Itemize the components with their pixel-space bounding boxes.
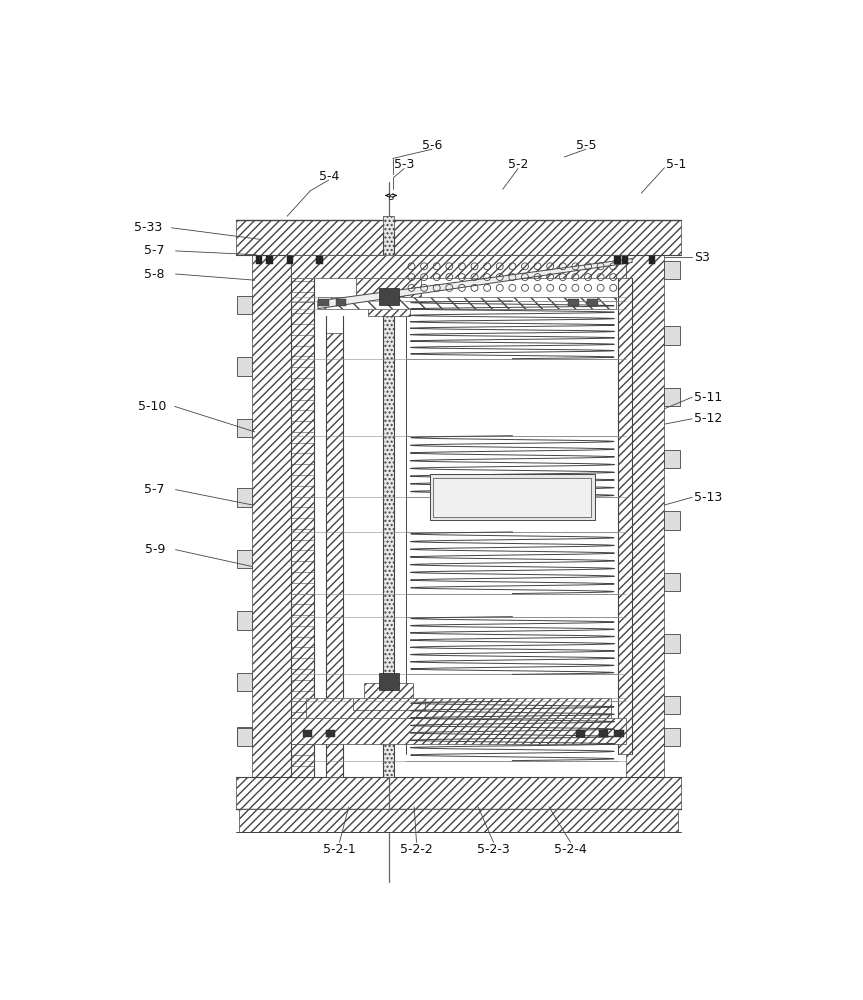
Bar — [239, 809, 677, 832]
Text: 5-2-1: 5-2-1 — [323, 843, 356, 856]
Text: 5-33: 5-33 — [135, 221, 162, 234]
Bar — [237, 611, 253, 630]
Bar — [599, 730, 608, 737]
Bar — [665, 450, 680, 468]
Bar — [368, 297, 410, 316]
Text: S3: S3 — [694, 251, 709, 264]
Bar — [649, 256, 655, 264]
Bar — [626, 220, 665, 809]
Bar — [237, 419, 253, 437]
Text: 5-6: 5-6 — [422, 139, 442, 152]
Text: 5-7: 5-7 — [144, 244, 165, 257]
Bar — [433, 478, 591, 517]
Bar — [237, 488, 253, 507]
Bar — [325, 730, 335, 737]
Bar — [267, 256, 273, 264]
Bar — [318, 299, 329, 306]
Text: 5-3: 5-3 — [394, 158, 414, 171]
Text: 5-2-3: 5-2-3 — [477, 843, 510, 856]
Bar — [237, 550, 253, 568]
Bar — [256, 256, 262, 264]
Bar — [614, 730, 624, 737]
Text: 5-9: 5-9 — [144, 543, 165, 556]
Bar — [622, 256, 628, 264]
Bar — [618, 278, 632, 754]
Bar — [665, 261, 680, 279]
Bar — [568, 299, 579, 306]
Bar — [353, 698, 425, 710]
Bar — [318, 297, 616, 309]
Text: 5-5: 5-5 — [576, 139, 596, 152]
Bar — [303, 730, 312, 737]
Bar — [588, 299, 598, 306]
Text: 5-12: 5-12 — [694, 412, 722, 425]
Text: 5-8: 5-8 — [144, 267, 165, 280]
Bar — [665, 326, 680, 345]
Bar — [325, 333, 343, 777]
Bar — [237, 727, 253, 745]
Bar — [665, 388, 680, 406]
Bar — [379, 673, 399, 690]
Bar — [356, 278, 421, 297]
Text: 5-2-4: 5-2-4 — [554, 843, 587, 856]
Text: 5-2: 5-2 — [508, 158, 528, 171]
Bar — [237, 728, 253, 746]
Bar — [379, 288, 399, 305]
Bar — [236, 220, 682, 255]
Bar — [291, 718, 626, 744]
Bar — [236, 777, 682, 809]
Bar — [291, 255, 626, 278]
Text: 5-10: 5-10 — [138, 400, 167, 413]
Text: 5-13: 5-13 — [694, 491, 722, 504]
Bar — [317, 256, 323, 264]
Bar — [287, 256, 293, 264]
Text: 5-11: 5-11 — [694, 391, 722, 404]
Bar — [237, 296, 253, 314]
Bar — [237, 673, 253, 691]
Bar — [430, 474, 595, 520]
Bar — [665, 696, 680, 714]
Bar — [665, 511, 680, 530]
Text: 5-2-2: 5-2-2 — [400, 843, 433, 856]
Bar — [383, 216, 394, 777]
Text: 5-7: 5-7 — [144, 483, 165, 496]
Text: 5-4: 5-4 — [318, 170, 339, 183]
Bar — [576, 730, 585, 737]
Bar — [665, 573, 680, 591]
Bar — [253, 220, 291, 809]
Text: s: s — [388, 192, 394, 202]
Bar — [614, 256, 620, 264]
Bar — [665, 634, 680, 653]
Bar — [364, 683, 413, 698]
Bar — [336, 299, 346, 306]
Polygon shape — [318, 259, 632, 309]
Bar — [291, 255, 314, 777]
Bar — [665, 728, 680, 746]
Bar — [237, 357, 253, 376]
Text: 5-1: 5-1 — [666, 158, 686, 171]
Bar — [306, 698, 610, 718]
